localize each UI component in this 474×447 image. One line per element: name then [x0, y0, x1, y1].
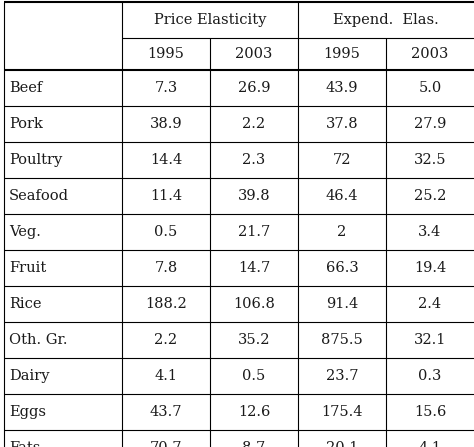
Text: 106.8: 106.8	[233, 297, 275, 311]
Text: 14.7: 14.7	[238, 261, 270, 275]
Text: 7.8: 7.8	[155, 261, 178, 275]
Text: 2.3: 2.3	[242, 153, 265, 167]
Text: 2003: 2003	[235, 47, 273, 61]
Text: 4.1: 4.1	[419, 441, 441, 447]
Text: 20.1: 20.1	[326, 441, 358, 447]
Text: 91.4: 91.4	[326, 297, 358, 311]
Text: 12.6: 12.6	[238, 405, 270, 419]
Text: 2003: 2003	[411, 47, 449, 61]
Text: 875.5: 875.5	[321, 333, 363, 347]
Text: 14.4: 14.4	[150, 153, 182, 167]
Text: 11.4: 11.4	[150, 189, 182, 203]
Text: 32.5: 32.5	[414, 153, 446, 167]
Text: 8.7: 8.7	[242, 441, 265, 447]
Text: 19.4: 19.4	[414, 261, 446, 275]
Text: 175.4: 175.4	[321, 405, 363, 419]
Text: 0.5: 0.5	[242, 369, 265, 383]
Text: Price Elasticity: Price Elasticity	[154, 13, 266, 27]
Text: Seafood: Seafood	[9, 189, 69, 203]
Text: 27.9: 27.9	[414, 117, 446, 131]
Text: 2: 2	[337, 225, 346, 239]
Text: Rice: Rice	[9, 297, 42, 311]
Text: 23.7: 23.7	[326, 369, 358, 383]
Text: 1995: 1995	[147, 47, 184, 61]
Text: 39.8: 39.8	[237, 189, 270, 203]
Text: 46.4: 46.4	[326, 189, 358, 203]
Text: 26.9: 26.9	[238, 81, 270, 95]
Text: 72: 72	[333, 153, 351, 167]
Text: 43.7: 43.7	[150, 405, 182, 419]
Text: Eggs: Eggs	[9, 405, 46, 419]
Text: Pork: Pork	[9, 117, 43, 131]
Text: 0.5: 0.5	[155, 225, 178, 239]
Text: Beef: Beef	[9, 81, 42, 95]
Text: Oth. Gr.: Oth. Gr.	[9, 333, 67, 347]
Text: Veg.: Veg.	[9, 225, 41, 239]
Text: 70.7: 70.7	[150, 441, 182, 447]
Text: 188.2: 188.2	[145, 297, 187, 311]
Text: 25.2: 25.2	[414, 189, 446, 203]
Text: Dairy: Dairy	[9, 369, 49, 383]
Text: 32.1: 32.1	[414, 333, 446, 347]
Text: 21.7: 21.7	[238, 225, 270, 239]
Text: Expend.  Elas.: Expend. Elas.	[333, 13, 439, 27]
Text: 4.1: 4.1	[155, 369, 177, 383]
Text: 5.0: 5.0	[419, 81, 442, 95]
Text: 3.4: 3.4	[419, 225, 442, 239]
Text: Fruit: Fruit	[9, 261, 46, 275]
Text: Poultry: Poultry	[9, 153, 62, 167]
Text: 66.3: 66.3	[326, 261, 358, 275]
Text: 7.3: 7.3	[155, 81, 178, 95]
Text: 38.9: 38.9	[150, 117, 182, 131]
Text: Fats: Fats	[9, 441, 40, 447]
Text: 15.6: 15.6	[414, 405, 446, 419]
Text: 2.2: 2.2	[242, 117, 265, 131]
Text: 0.3: 0.3	[419, 369, 442, 383]
Text: 37.8: 37.8	[326, 117, 358, 131]
Text: 2.2: 2.2	[155, 333, 178, 347]
Text: 1995: 1995	[324, 47, 360, 61]
Text: 35.2: 35.2	[238, 333, 270, 347]
Text: 43.9: 43.9	[326, 81, 358, 95]
Text: 2.4: 2.4	[419, 297, 442, 311]
